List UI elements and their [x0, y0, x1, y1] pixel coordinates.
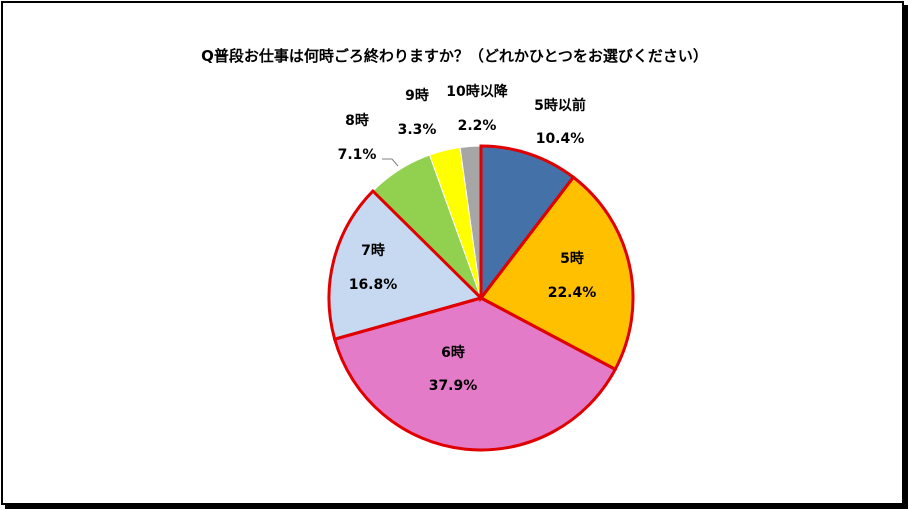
- leader-line-8ji: [382, 158, 399, 167]
- slice-6-outline: [332, 296, 618, 452]
- slice-10-or-later-name-label: 10時以降: [446, 83, 508, 100]
- chart-title: Q普段お仕事は何時ごろ終わりますか？（どれかひとつをお選びください）: [201, 47, 708, 65]
- slice-10-or-later-value-label: 2.2%: [458, 118, 497, 134]
- slice-6-value-label: 37.9%: [429, 378, 478, 394]
- slice-5-or-earlier-name-label: 5時以前: [534, 97, 586, 114]
- slice-7-value-label: 16.8%: [349, 277, 398, 293]
- frame-shadow-bottom: [5, 505, 908, 509]
- slice-5-or-earlier-value-label: 10.4%: [536, 131, 585, 147]
- slice-5-value-label: 22.4%: [548, 285, 597, 301]
- slice-7-outline: [327, 188, 484, 342]
- slice-8-name-label: 8時: [345, 112, 369, 129]
- slice-9-name-label: 9時: [405, 87, 429, 104]
- slice-5-name-label: 5時: [560, 250, 584, 267]
- slice-9-value-label: 3.3%: [398, 122, 437, 138]
- slice-5-outline: [478, 175, 635, 372]
- slice-7-name-label: 7時: [361, 242, 385, 259]
- slice-5-or-earlier-outline: [479, 144, 576, 303]
- slice-8-value-label: 7.1%: [338, 147, 377, 163]
- frame-shadow-right: [904, 5, 908, 509]
- slice-6-name-label: 6時: [441, 344, 465, 361]
